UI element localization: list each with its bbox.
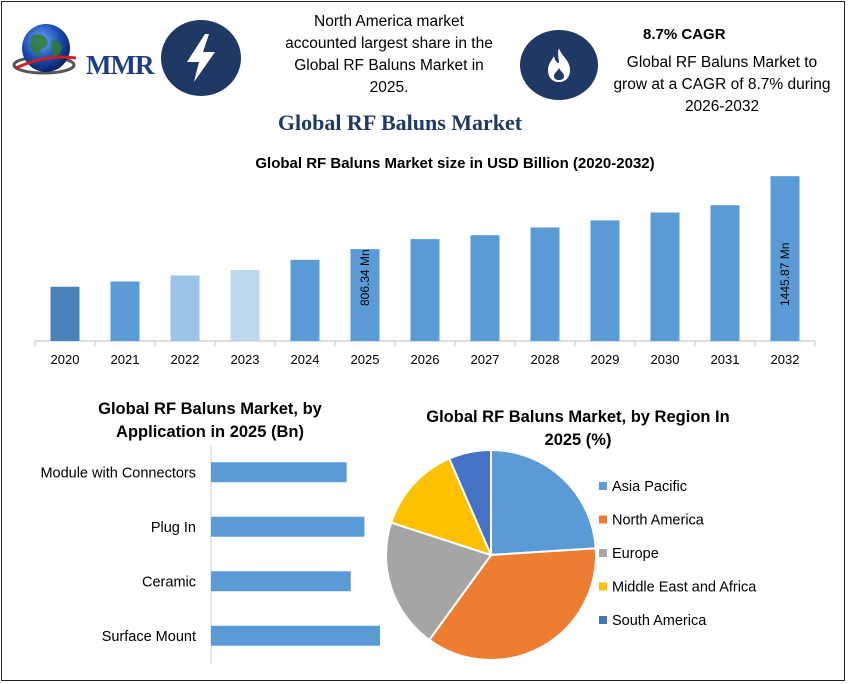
- info1-line4: 2025.: [369, 79, 409, 96]
- legend-label: Middle East and Africa: [612, 580, 757, 596]
- bar-2026: [410, 239, 440, 341]
- bar-2031: [710, 205, 740, 341]
- flame-icon: [548, 48, 570, 82]
- info1-line2: accounted largest share in the: [285, 35, 493, 52]
- legend-label: Europe: [612, 546, 659, 562]
- x-tick-label-2022: 2022: [171, 352, 200, 367]
- bar-2022: [170, 275, 200, 341]
- logo: MMR: [12, 18, 162, 82]
- pie-slice-north-america: [427, 547, 597, 661]
- data-label-2032: 1445.87 Mn: [778, 243, 792, 306]
- pie-slice-europe: [385, 521, 493, 642]
- bar-2023: [230, 270, 260, 341]
- application-label: Surface Mount: [102, 629, 196, 645]
- application-label: Module with Connectors: [40, 465, 196, 481]
- region-chart-title: Global RF Baluns Market, by Region In 20…: [398, 406, 758, 452]
- info2-line1: Global RF Baluns Market to: [626, 54, 818, 71]
- pie-slice-middle-east-and-africa: [389, 457, 493, 557]
- bar-chart: 2020 2021 2022 2023 2024 2025 806.34 Mn 2026 202…: [34, 176, 816, 367]
- legend-swatch: [599, 482, 607, 490]
- x-tick-label-2021: 2021: [111, 352, 140, 367]
- legend-swatch: [599, 515, 607, 524]
- region-pie-chart: Asia Pacific North America Europe Middle Ea…: [385, 448, 757, 661]
- x-tick-label-2026: 2026: [411, 352, 440, 367]
- application-bar: [211, 462, 347, 483]
- bar-2029: [590, 220, 620, 341]
- info1-line1: North America market: [314, 13, 464, 30]
- legend-label: Asia Pacific: [612, 479, 687, 495]
- lightning-icon: [187, 34, 215, 82]
- bar-2020: [50, 286, 80, 341]
- application-bar: [211, 571, 351, 592]
- bar-2021: [110, 281, 140, 341]
- application-label: Ceramic: [142, 574, 196, 590]
- bar-2027: [470, 235, 500, 341]
- bar-2032: [770, 176, 800, 341]
- info2-line3: 2026-2032: [684, 98, 760, 115]
- legend-swatch: [599, 549, 607, 557]
- bar-2025: [350, 249, 380, 341]
- application-bar: [211, 516, 365, 537]
- globe-icon: [12, 24, 77, 75]
- region-title-line1: Global RF Baluns Market, by Region In: [426, 408, 730, 426]
- pie-slice-asia-pacific: [490, 448, 597, 557]
- data-label-2025: 806.34 Mn: [358, 249, 372, 306]
- application-chart-title: Global RF Baluns Market, by Application …: [50, 398, 370, 444]
- x-tick-label-2029: 2029: [591, 352, 620, 367]
- x-tick-label-2025: 2025: [351, 352, 380, 367]
- pie-slice-south-america: [447, 448, 492, 556]
- x-tick-label-2027: 2027: [471, 352, 500, 367]
- legend-swatch: [599, 616, 607, 624]
- flame-badge: [520, 30, 598, 100]
- cagr-info: Global RF Baluns Market to grow at a CAG…: [603, 52, 841, 118]
- lightning-badge: [161, 20, 241, 96]
- x-tick-label-2031: 2031: [711, 352, 740, 367]
- north-america-info: North America market accounted largest s…: [258, 11, 520, 99]
- x-tick-label-2024: 2024: [291, 352, 320, 367]
- main-title: Global RF Baluns Market: [277, 110, 523, 135]
- bar-2028: [530, 227, 560, 341]
- application-label: Plug In: [151, 520, 196, 536]
- info2-line2: grow at a CAGR of 8.7% during: [613, 76, 831, 93]
- bar-2024: [290, 259, 320, 341]
- x-tick-label-2020: 2020: [51, 352, 80, 367]
- x-tick-label-2023: 2023: [231, 352, 260, 367]
- legend-swatch: [599, 582, 607, 591]
- application-chart: Module with Connectors Plug In Ceramic Surf…: [40, 445, 380, 663]
- application-bar: [211, 625, 380, 646]
- bar-2030: [650, 212, 680, 341]
- x-tick-label-2028: 2028: [531, 352, 560, 367]
- application-title-line1: Global RF Baluns Market, by: [98, 400, 322, 418]
- legend-label: North America: [612, 513, 705, 529]
- info1-line3: Global RF Baluns Market in: [294, 57, 484, 74]
- logo-text: MMR: [86, 50, 154, 80]
- legend-label: South America: [612, 613, 707, 629]
- x-tick-label-2032: 2032: [771, 352, 800, 367]
- bar-chart-title: Global RF Baluns Market size in USD Bill…: [255, 155, 655, 172]
- application-title-line2: Application in 2025 (Bn): [116, 423, 304, 441]
- region-title-line2: 2025 (%): [544, 431, 612, 449]
- x-tick-label-2030: 2030: [651, 352, 680, 367]
- cagr-title: 8.7% CAGR: [643, 26, 726, 43]
